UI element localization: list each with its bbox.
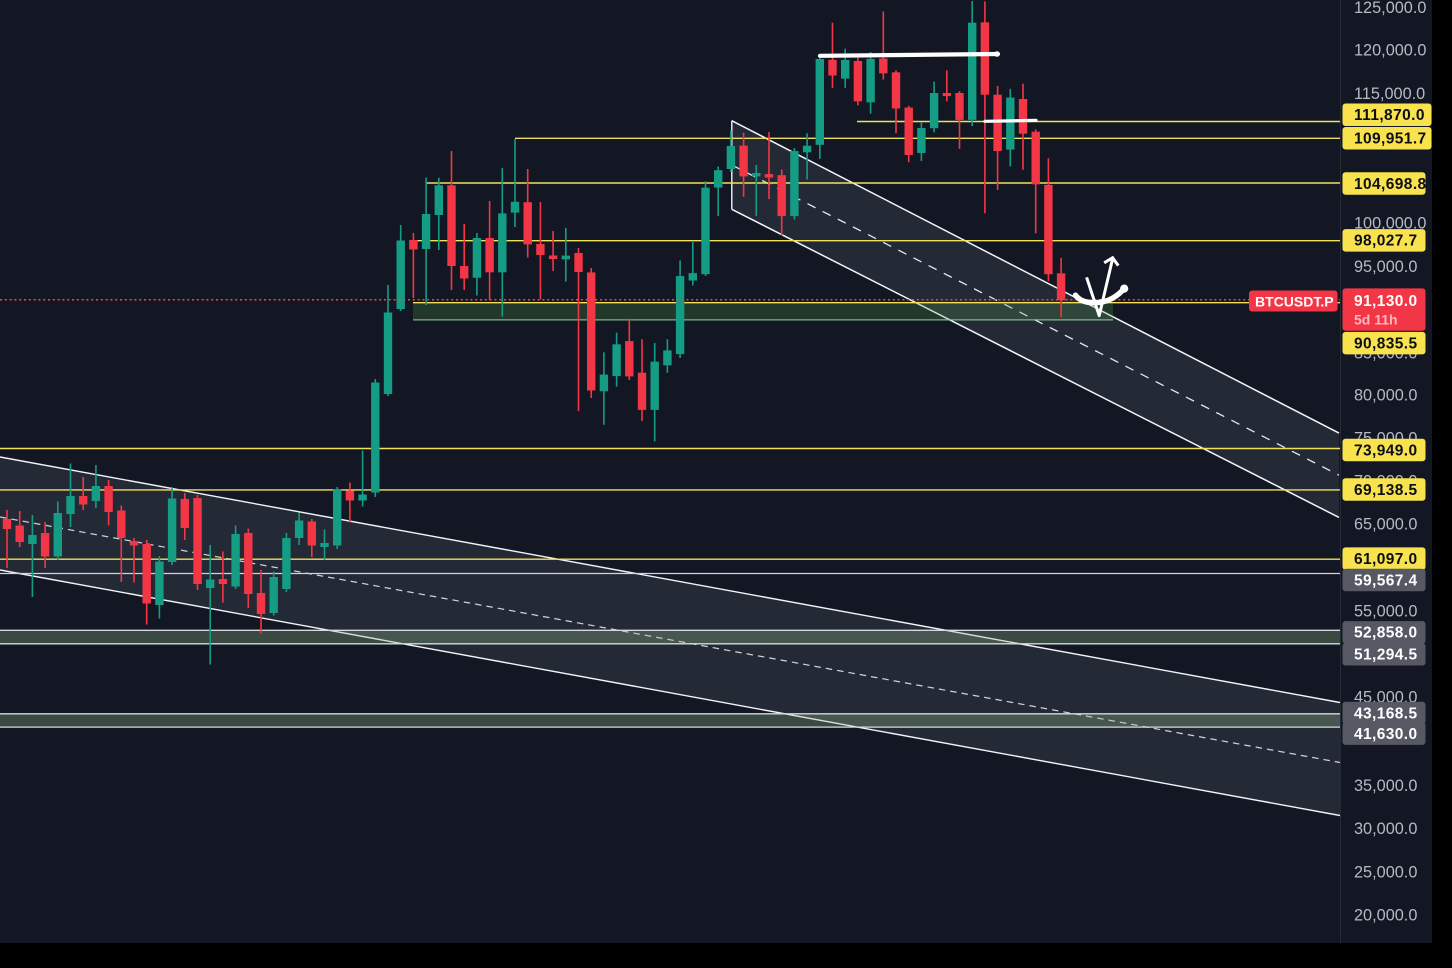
svg-text:30,000.0: 30,000.0 <box>1354 820 1417 838</box>
svg-text:5d 11h: 5d 11h <box>1354 312 1398 328</box>
svg-text:120,000.0: 120,000.0 <box>1354 41 1426 59</box>
svg-text:111,870.0: 111,870.0 <box>1354 107 1425 124</box>
svg-text:BTCUSDT.P: BTCUSDT.P <box>1255 293 1334 309</box>
svg-text:52,858.0: 52,858.0 <box>1354 625 1418 642</box>
svg-text:109,951.7: 109,951.7 <box>1354 131 1427 148</box>
svg-text:59,567.4: 59,567.4 <box>1354 572 1418 589</box>
svg-text:51,294.5: 51,294.5 <box>1354 647 1418 664</box>
svg-text:90,835.5: 90,835.5 <box>1354 336 1418 353</box>
svg-text:20,000.0: 20,000.0 <box>1354 906 1417 924</box>
svg-text:55,000.0: 55,000.0 <box>1354 602 1417 620</box>
svg-text:43,168.5: 43,168.5 <box>1354 705 1418 722</box>
svg-text:25,000.0: 25,000.0 <box>1354 863 1417 881</box>
svg-text:61,097.0: 61,097.0 <box>1354 551 1418 568</box>
svg-text:91,130.0: 91,130.0 <box>1354 293 1418 310</box>
svg-text:125,000.0: 125,000.0 <box>1354 0 1426 17</box>
svg-text:80,000.0: 80,000.0 <box>1354 386 1417 404</box>
svg-text:73,949.0: 73,949.0 <box>1354 442 1418 459</box>
svg-text:104,698.8: 104,698.8 <box>1354 176 1427 193</box>
svg-text:100,000.0: 100,000.0 <box>1354 214 1426 232</box>
svg-text:115,000.0: 115,000.0 <box>1354 85 1425 103</box>
svg-text:69,138.5: 69,138.5 <box>1354 482 1418 499</box>
svg-text:98,027.7: 98,027.7 <box>1354 233 1418 250</box>
svg-text:95,000.0: 95,000.0 <box>1354 258 1417 276</box>
svg-text:41,630.0: 41,630.0 <box>1354 726 1418 743</box>
svg-text:65,000.0: 65,000.0 <box>1354 515 1417 533</box>
svg-text:35,000.0: 35,000.0 <box>1354 777 1417 795</box>
